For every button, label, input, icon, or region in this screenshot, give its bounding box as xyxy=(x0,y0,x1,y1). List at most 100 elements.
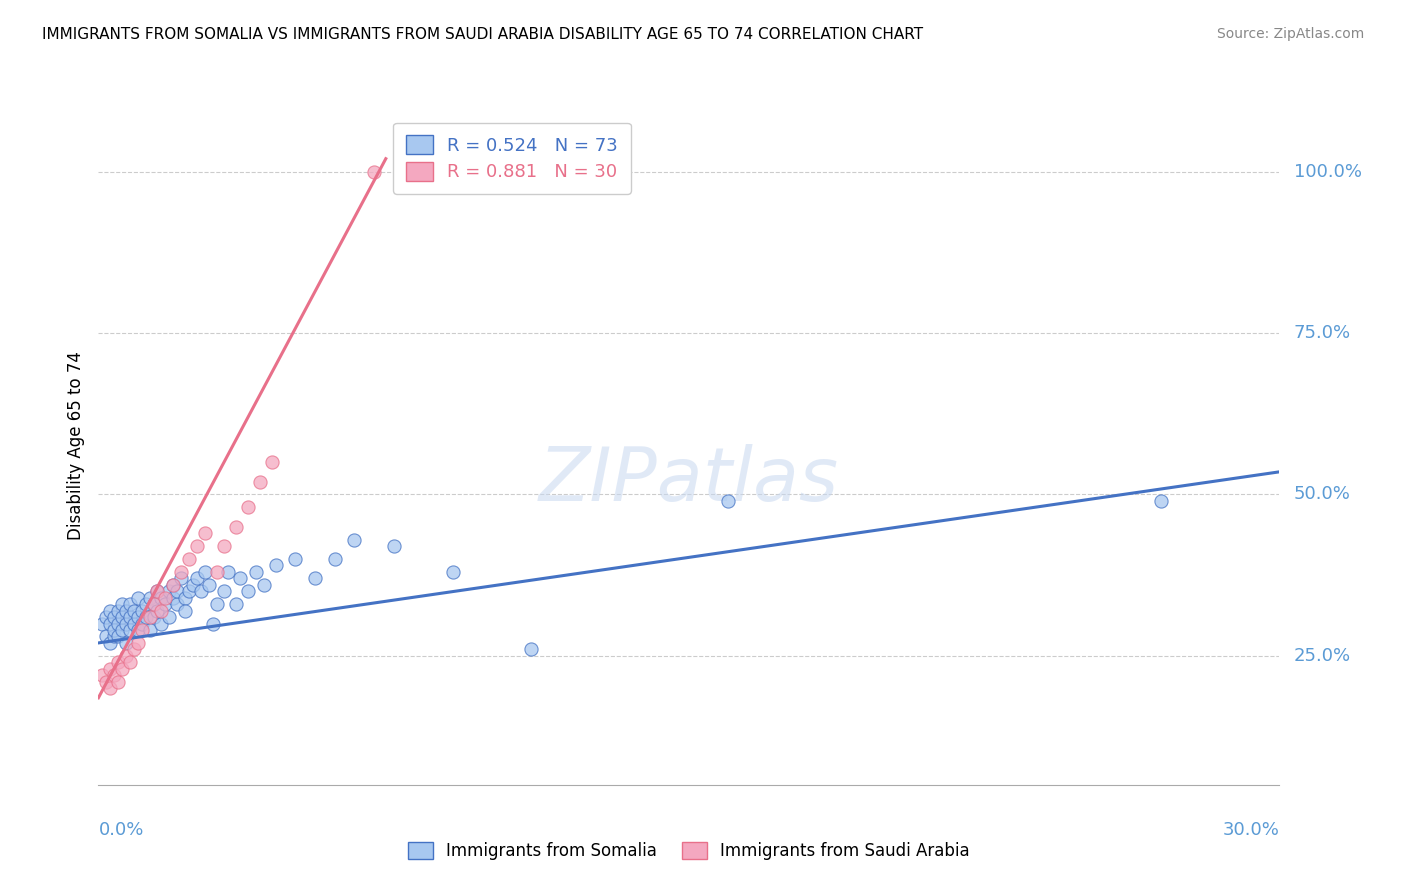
Point xyxy=(131,604,153,618)
Text: 100.0%: 100.0% xyxy=(1294,162,1361,180)
Point xyxy=(155,591,177,605)
Text: 30.0%: 30.0% xyxy=(1223,821,1279,838)
Point xyxy=(155,597,177,611)
Text: IMMIGRANTS FROM SOMALIA VS IMMIGRANTS FROM SAUDI ARABIA DISABILITY AGE 65 TO 74 : IMMIGRANTS FROM SOMALIA VS IMMIGRANTS FR… xyxy=(42,27,924,42)
Point xyxy=(138,591,160,605)
Point xyxy=(264,558,287,573)
Point xyxy=(214,539,236,553)
Point xyxy=(382,539,405,553)
Point xyxy=(111,662,134,676)
Point xyxy=(194,526,217,541)
Point xyxy=(127,623,149,637)
Point xyxy=(186,539,208,553)
Point xyxy=(170,571,193,585)
Point xyxy=(253,578,276,592)
Point xyxy=(115,636,138,650)
Point xyxy=(229,571,252,585)
Point xyxy=(103,668,125,682)
Point xyxy=(98,616,121,631)
Point xyxy=(142,610,165,624)
Point xyxy=(127,636,149,650)
Point xyxy=(115,604,138,618)
Point xyxy=(146,604,169,618)
Point xyxy=(190,584,212,599)
Y-axis label: Disability Age 65 to 74: Disability Age 65 to 74 xyxy=(66,351,84,541)
Point xyxy=(162,578,184,592)
Text: ZIPatlas: ZIPatlas xyxy=(538,444,839,516)
Point xyxy=(174,604,197,618)
Point xyxy=(323,552,346,566)
Point xyxy=(138,610,160,624)
Point xyxy=(111,623,134,637)
Text: 50.0%: 50.0% xyxy=(1294,485,1350,503)
Point xyxy=(91,616,114,631)
Point xyxy=(150,616,173,631)
Point xyxy=(343,533,366,547)
Point xyxy=(127,591,149,605)
Point xyxy=(205,565,228,579)
Point xyxy=(186,571,208,585)
Point xyxy=(284,552,307,566)
Point xyxy=(107,674,129,689)
Point xyxy=(166,584,188,599)
Text: Source: ZipAtlas.com: Source: ZipAtlas.com xyxy=(1216,27,1364,41)
Point xyxy=(98,662,121,676)
Text: 25.0%: 25.0% xyxy=(1294,647,1351,665)
Point xyxy=(150,604,173,618)
Point xyxy=(249,475,271,489)
Point xyxy=(98,681,121,695)
Point xyxy=(236,500,259,515)
Point xyxy=(197,578,219,592)
Point xyxy=(122,604,145,618)
Point xyxy=(115,648,138,663)
Point xyxy=(142,597,165,611)
Point xyxy=(1150,494,1173,508)
Point xyxy=(174,591,197,605)
Point xyxy=(142,597,165,611)
Point xyxy=(111,610,134,624)
Point xyxy=(111,597,134,611)
Point xyxy=(520,642,543,657)
Point xyxy=(441,565,464,579)
Point xyxy=(363,164,385,178)
Point xyxy=(96,630,118,644)
Point xyxy=(146,584,169,599)
Point xyxy=(103,623,125,637)
Point xyxy=(98,636,121,650)
Point xyxy=(118,610,141,624)
Point xyxy=(98,604,121,618)
Point xyxy=(138,623,160,637)
Point xyxy=(107,630,129,644)
Point xyxy=(162,591,184,605)
Point xyxy=(131,616,153,631)
Point xyxy=(146,584,169,599)
Point xyxy=(194,565,217,579)
Point xyxy=(118,655,141,669)
Point xyxy=(103,610,125,624)
Point xyxy=(157,610,180,624)
Point xyxy=(122,616,145,631)
Point xyxy=(107,616,129,631)
Point xyxy=(103,630,125,644)
Point xyxy=(236,584,259,599)
Point xyxy=(107,604,129,618)
Point xyxy=(150,591,173,605)
Point xyxy=(118,597,141,611)
Point xyxy=(304,571,326,585)
Point xyxy=(162,578,184,592)
Point xyxy=(214,584,236,599)
Point xyxy=(131,623,153,637)
Point xyxy=(96,674,118,689)
Point xyxy=(135,597,157,611)
Point xyxy=(170,565,193,579)
Point xyxy=(115,616,138,631)
Point xyxy=(107,655,129,669)
Point xyxy=(166,597,188,611)
Point xyxy=(225,519,247,533)
Point xyxy=(122,642,145,657)
Point xyxy=(717,494,740,508)
Point xyxy=(177,552,200,566)
Point xyxy=(157,584,180,599)
Point xyxy=(245,565,267,579)
Point xyxy=(181,578,204,592)
